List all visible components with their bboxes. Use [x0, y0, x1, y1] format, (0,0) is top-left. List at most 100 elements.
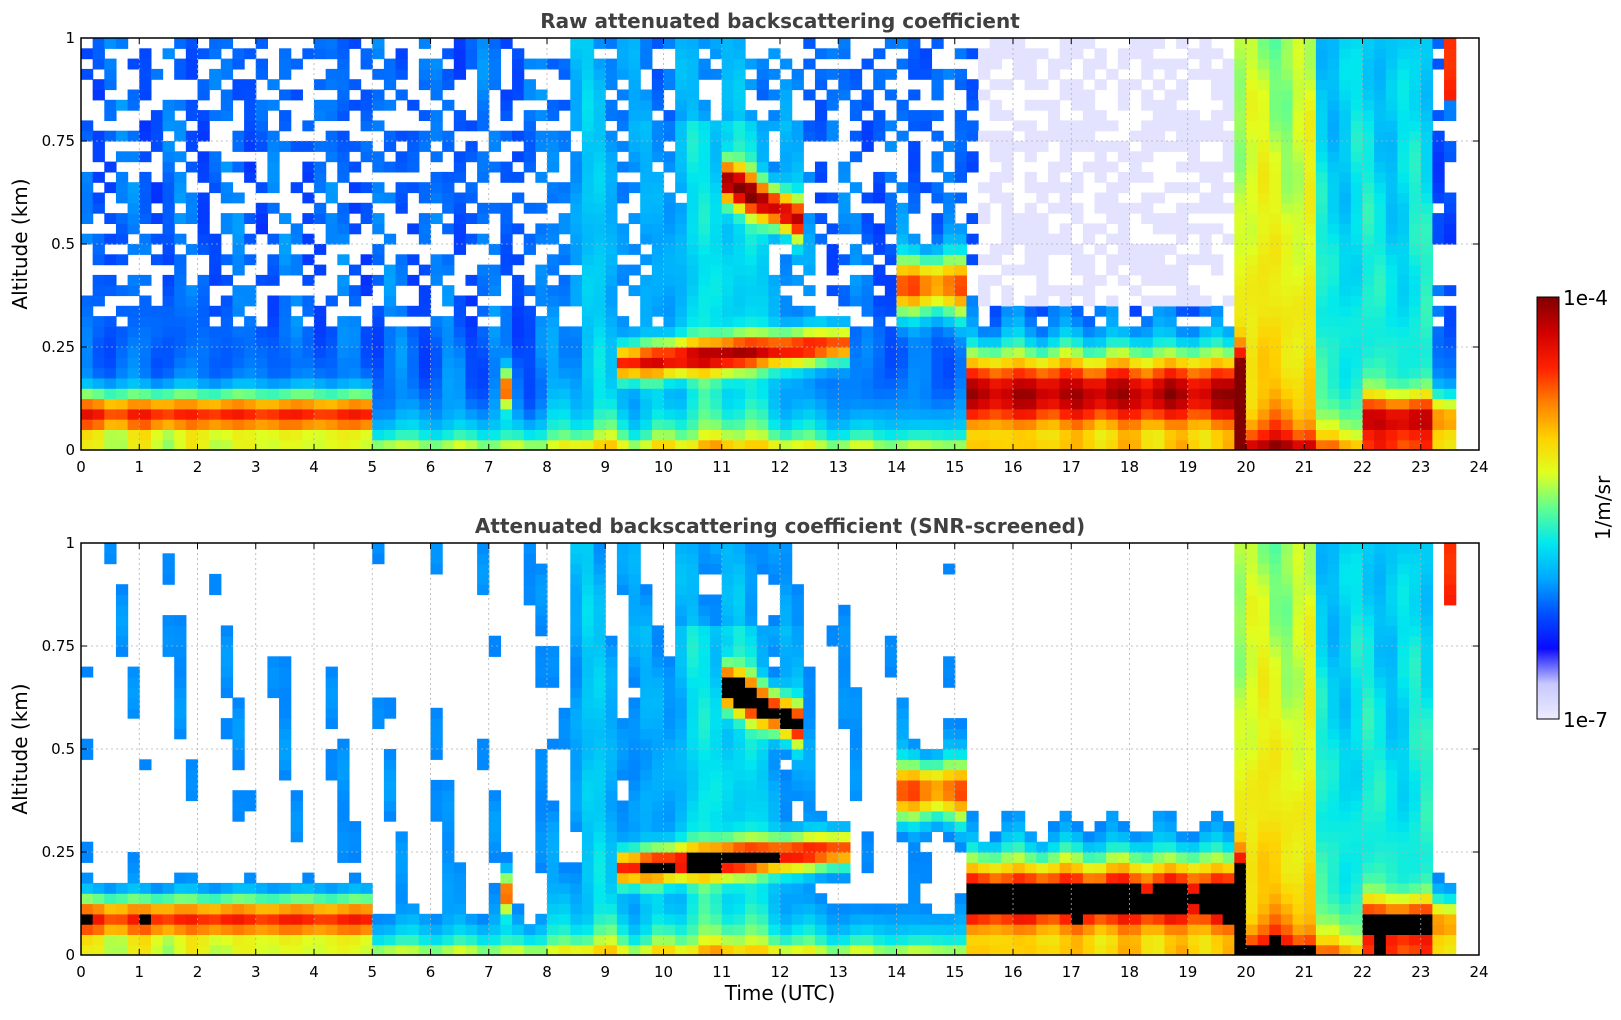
heatmap-cell [1059, 48, 1072, 60]
heatmap-cell [395, 336, 408, 348]
heatmap-cell [663, 223, 676, 235]
heatmap-cell [430, 182, 443, 194]
heatmap-cell [1106, 295, 1119, 307]
heatmap-cell [791, 707, 804, 719]
heatmap-cell [325, 233, 338, 245]
heatmap-cell [395, 274, 408, 286]
heatmap-cell [1257, 336, 1270, 348]
heatmap-cell [512, 924, 525, 935]
heatmap-cell [616, 831, 630, 843]
heatmap-cell [1117, 419, 1131, 430]
heatmap-cell [139, 171, 152, 183]
heatmap-cell [838, 161, 851, 173]
heatmap-cell [1141, 264, 1154, 276]
heatmap-cell [372, 192, 385, 204]
heatmap-cell [430, 68, 443, 80]
x-tick-label: 20 [1236, 458, 1255, 476]
heatmap-cell [1129, 264, 1142, 276]
heatmap-cell [477, 89, 490, 101]
heatmap-cell [1013, 357, 1026, 369]
heatmap-cell [733, 790, 746, 802]
heatmap-cell [1409, 264, 1422, 276]
heatmap-cell [791, 398, 804, 410]
heatmap-cell [1246, 326, 1259, 338]
heatmap-cell [1141, 38, 1154, 49]
heatmap-cell [1164, 110, 1177, 121]
heatmap-cell [1280, 326, 1294, 338]
heatmap-cell [733, 38, 746, 49]
heatmap-cell [453, 924, 467, 935]
heatmap-cell [593, 707, 606, 719]
heatmap-cell [710, 419, 723, 430]
heatmap-cell [1129, 130, 1142, 142]
heatmap-cell [1024, 244, 1037, 255]
heatmap-cell [325, 707, 338, 719]
heatmap-cell [1374, 357, 1387, 369]
heatmap-cell [372, 419, 385, 430]
heatmap-cell [139, 903, 152, 915]
heatmap-cell [780, 821, 793, 832]
heatmap-cell [1304, 79, 1317, 91]
heatmap-cell [523, 543, 536, 554]
heatmap-cell [314, 882, 327, 894]
heatmap-cell [1234, 264, 1247, 276]
heatmap-cell [1374, 388, 1387, 400]
heatmap-cell [1094, 347, 1107, 358]
heatmap-cell [1024, 429, 1037, 441]
heatmap-cell [279, 326, 292, 338]
heatmap-cell [733, 924, 746, 935]
heatmap-cell [581, 697, 595, 709]
heatmap-cell [768, 769, 781, 781]
heatmap-cell [593, 944, 606, 955]
heatmap-cell [593, 171, 606, 183]
heatmap-cell [1187, 68, 1200, 80]
heatmap-cell [780, 573, 793, 585]
heatmap-cell [745, 635, 758, 647]
heatmap-cell [791, 388, 804, 400]
heatmap-cell [232, 759, 245, 771]
heatmap-cell [628, 738, 641, 750]
heatmap-cell [290, 810, 303, 822]
heatmap-cell [640, 882, 653, 894]
heatmap-cell [1315, 213, 1329, 224]
heatmap-cell [197, 305, 210, 317]
heatmap-cell [244, 882, 257, 894]
heatmap-cell [721, 316, 734, 327]
heatmap-cell [220, 728, 234, 740]
heatmap-cell [1082, 419, 1096, 430]
heatmap-cell [675, 944, 688, 955]
heatmap-cell [1385, 419, 1399, 430]
heatmap-cell [616, 841, 630, 853]
heatmap-cell [488, 821, 501, 832]
heatmap-cell [453, 913, 467, 925]
heatmap-cell [628, 707, 641, 719]
heatmap-cell [593, 769, 606, 781]
heatmap-cell [616, 58, 630, 70]
heatmap-cell [1350, 429, 1364, 441]
heatmap-cell [535, 944, 548, 955]
heatmap-cell [1432, 367, 1445, 379]
heatmap-cell [523, 316, 536, 327]
heatmap-cell [745, 192, 758, 204]
heatmap-cell [115, 38, 129, 49]
heatmap-cell [651, 388, 665, 400]
heatmap-cell [686, 594, 700, 606]
heatmap-cell [92, 192, 105, 204]
heatmap-cell [139, 89, 152, 101]
heatmap-cell [593, 646, 606, 657]
heatmap-cell [1292, 192, 1305, 204]
heatmap-cell [686, 408, 700, 420]
heatmap-cell [185, 347, 199, 358]
heatmap-cell [605, 398, 618, 410]
heatmap-cell [581, 944, 595, 955]
heatmap-cell [1117, 171, 1131, 183]
heatmap-cell [512, 254, 525, 266]
heatmap-cell [1024, 419, 1037, 430]
heatmap-cell [337, 738, 350, 750]
heatmap-cell [756, 553, 769, 565]
heatmap-cell [279, 58, 292, 70]
heatmap-cell [780, 625, 793, 637]
heatmap-cell [640, 141, 653, 152]
heatmap-cell [1176, 367, 1189, 379]
heatmap-cell [185, 790, 199, 802]
